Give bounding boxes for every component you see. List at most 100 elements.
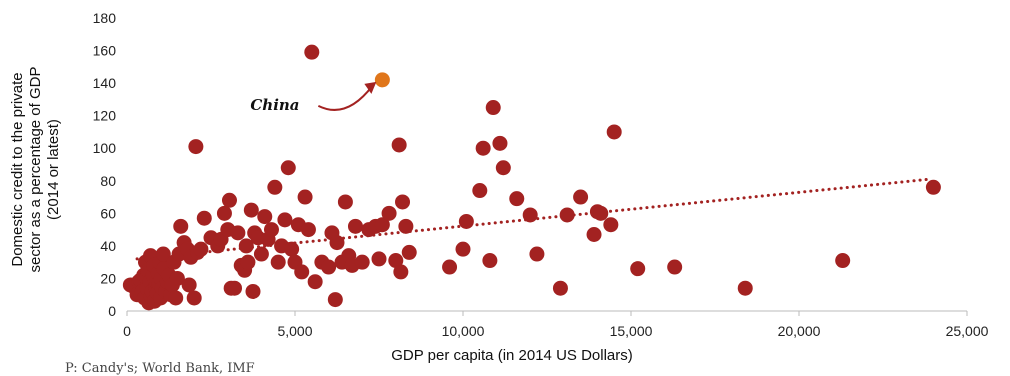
data-point (257, 209, 273, 225)
data-point (240, 254, 256, 270)
data-point (216, 205, 232, 221)
china-arrow-line (317, 85, 374, 111)
data-point (337, 194, 353, 210)
source-note: P: Candy's; World Bank, IMF (65, 361, 255, 376)
data-point (347, 218, 363, 234)
data-points (122, 44, 941, 311)
x-axis-title: GDP per capita (in 2014 US Dollars) (391, 347, 633, 364)
data-point (391, 137, 407, 153)
data-point (327, 292, 343, 308)
y-tick-label: 120 (93, 108, 117, 124)
data-point (300, 222, 316, 238)
data-point (401, 244, 417, 260)
data-point (495, 160, 511, 176)
data-point (552, 280, 568, 296)
y-axis-title-line: Domestic credit to the private (9, 72, 26, 266)
data-point (188, 139, 204, 155)
data-point (321, 259, 337, 275)
data-point (737, 280, 753, 296)
data-point (230, 225, 246, 241)
data-point (482, 253, 498, 269)
data-point (374, 217, 390, 233)
y-axis-ticks: 0 20 40 60 80 100 120 140 160 180 (93, 10, 117, 319)
x-axis-ticks: 0 5,000 10,000 15,000 20,000 25,000 (123, 311, 989, 339)
y-tick-label: 160 (93, 43, 117, 59)
y-tick-label: 20 (100, 270, 116, 286)
data-point (371, 251, 387, 267)
data-point (559, 207, 575, 223)
data-point (442, 259, 458, 275)
data-point (277, 212, 293, 228)
data-point (294, 264, 310, 280)
y-tick-label: 180 (93, 10, 117, 26)
x-tick-label: 15,000 (610, 323, 653, 339)
data-point (458, 213, 474, 229)
x-tick-label: 25,000 (946, 323, 989, 339)
data-point (221, 192, 237, 208)
data-point (155, 246, 171, 262)
y-tick-label: 140 (93, 75, 117, 91)
data-point (522, 207, 538, 223)
data-point (307, 274, 323, 290)
data-point (263, 222, 279, 238)
data-point (270, 254, 286, 270)
data-point (354, 254, 370, 270)
y-tick-label: 100 (93, 140, 117, 156)
data-point (398, 218, 414, 234)
data-point (173, 218, 189, 234)
data-point (603, 217, 619, 233)
data-point (196, 210, 212, 226)
data-point (455, 241, 471, 257)
x-tick-label: 0 (123, 323, 131, 339)
data-point (593, 205, 609, 221)
x-tick-label: 5,000 (277, 323, 312, 339)
data-point (186, 290, 202, 306)
data-point (304, 44, 320, 60)
data-point (393, 264, 409, 280)
data-point (529, 246, 545, 262)
x-tick-label: 10,000 (442, 323, 485, 339)
data-point (835, 253, 851, 269)
x-tick-label: 20,000 (778, 323, 821, 339)
china-label: China (250, 96, 299, 114)
data-point (573, 189, 589, 205)
china-arrow-head (364, 81, 377, 94)
data-point (245, 283, 261, 299)
data-point (388, 253, 404, 269)
data-point (227, 280, 243, 296)
y-tick-label: 60 (100, 205, 116, 221)
data-point (472, 183, 488, 199)
data-point (280, 160, 296, 176)
data-point (667, 259, 683, 275)
data-point (329, 235, 345, 251)
data-point (492, 135, 508, 151)
y-tick-label: 0 (108, 303, 116, 319)
data-point (238, 238, 254, 254)
data-point (606, 124, 622, 140)
data-point (475, 140, 491, 156)
china-data-point (374, 72, 390, 88)
y-axis-title-line: sector as a percentage of GDP (27, 67, 44, 273)
data-point (267, 179, 283, 195)
data-point (509, 191, 525, 207)
data-point (630, 261, 646, 277)
data-point (168, 290, 184, 306)
data-point (284, 241, 300, 257)
data-point (169, 270, 185, 286)
data-point (381, 205, 397, 221)
data-point (586, 226, 602, 242)
data-point (395, 194, 411, 210)
data-point (181, 277, 197, 293)
y-axis-title-line: (2014 or latest) (45, 119, 62, 220)
china-annotation: China (250, 81, 377, 114)
data-point (297, 189, 313, 205)
y-axis-title: Domestic credit to the private sector as … (9, 67, 62, 273)
data-point (243, 202, 259, 218)
y-tick-label: 80 (100, 173, 116, 189)
data-point (253, 246, 269, 262)
y-tick-label: 40 (100, 238, 116, 254)
data-point (925, 179, 941, 195)
data-point (193, 241, 209, 257)
data-point (485, 100, 501, 116)
